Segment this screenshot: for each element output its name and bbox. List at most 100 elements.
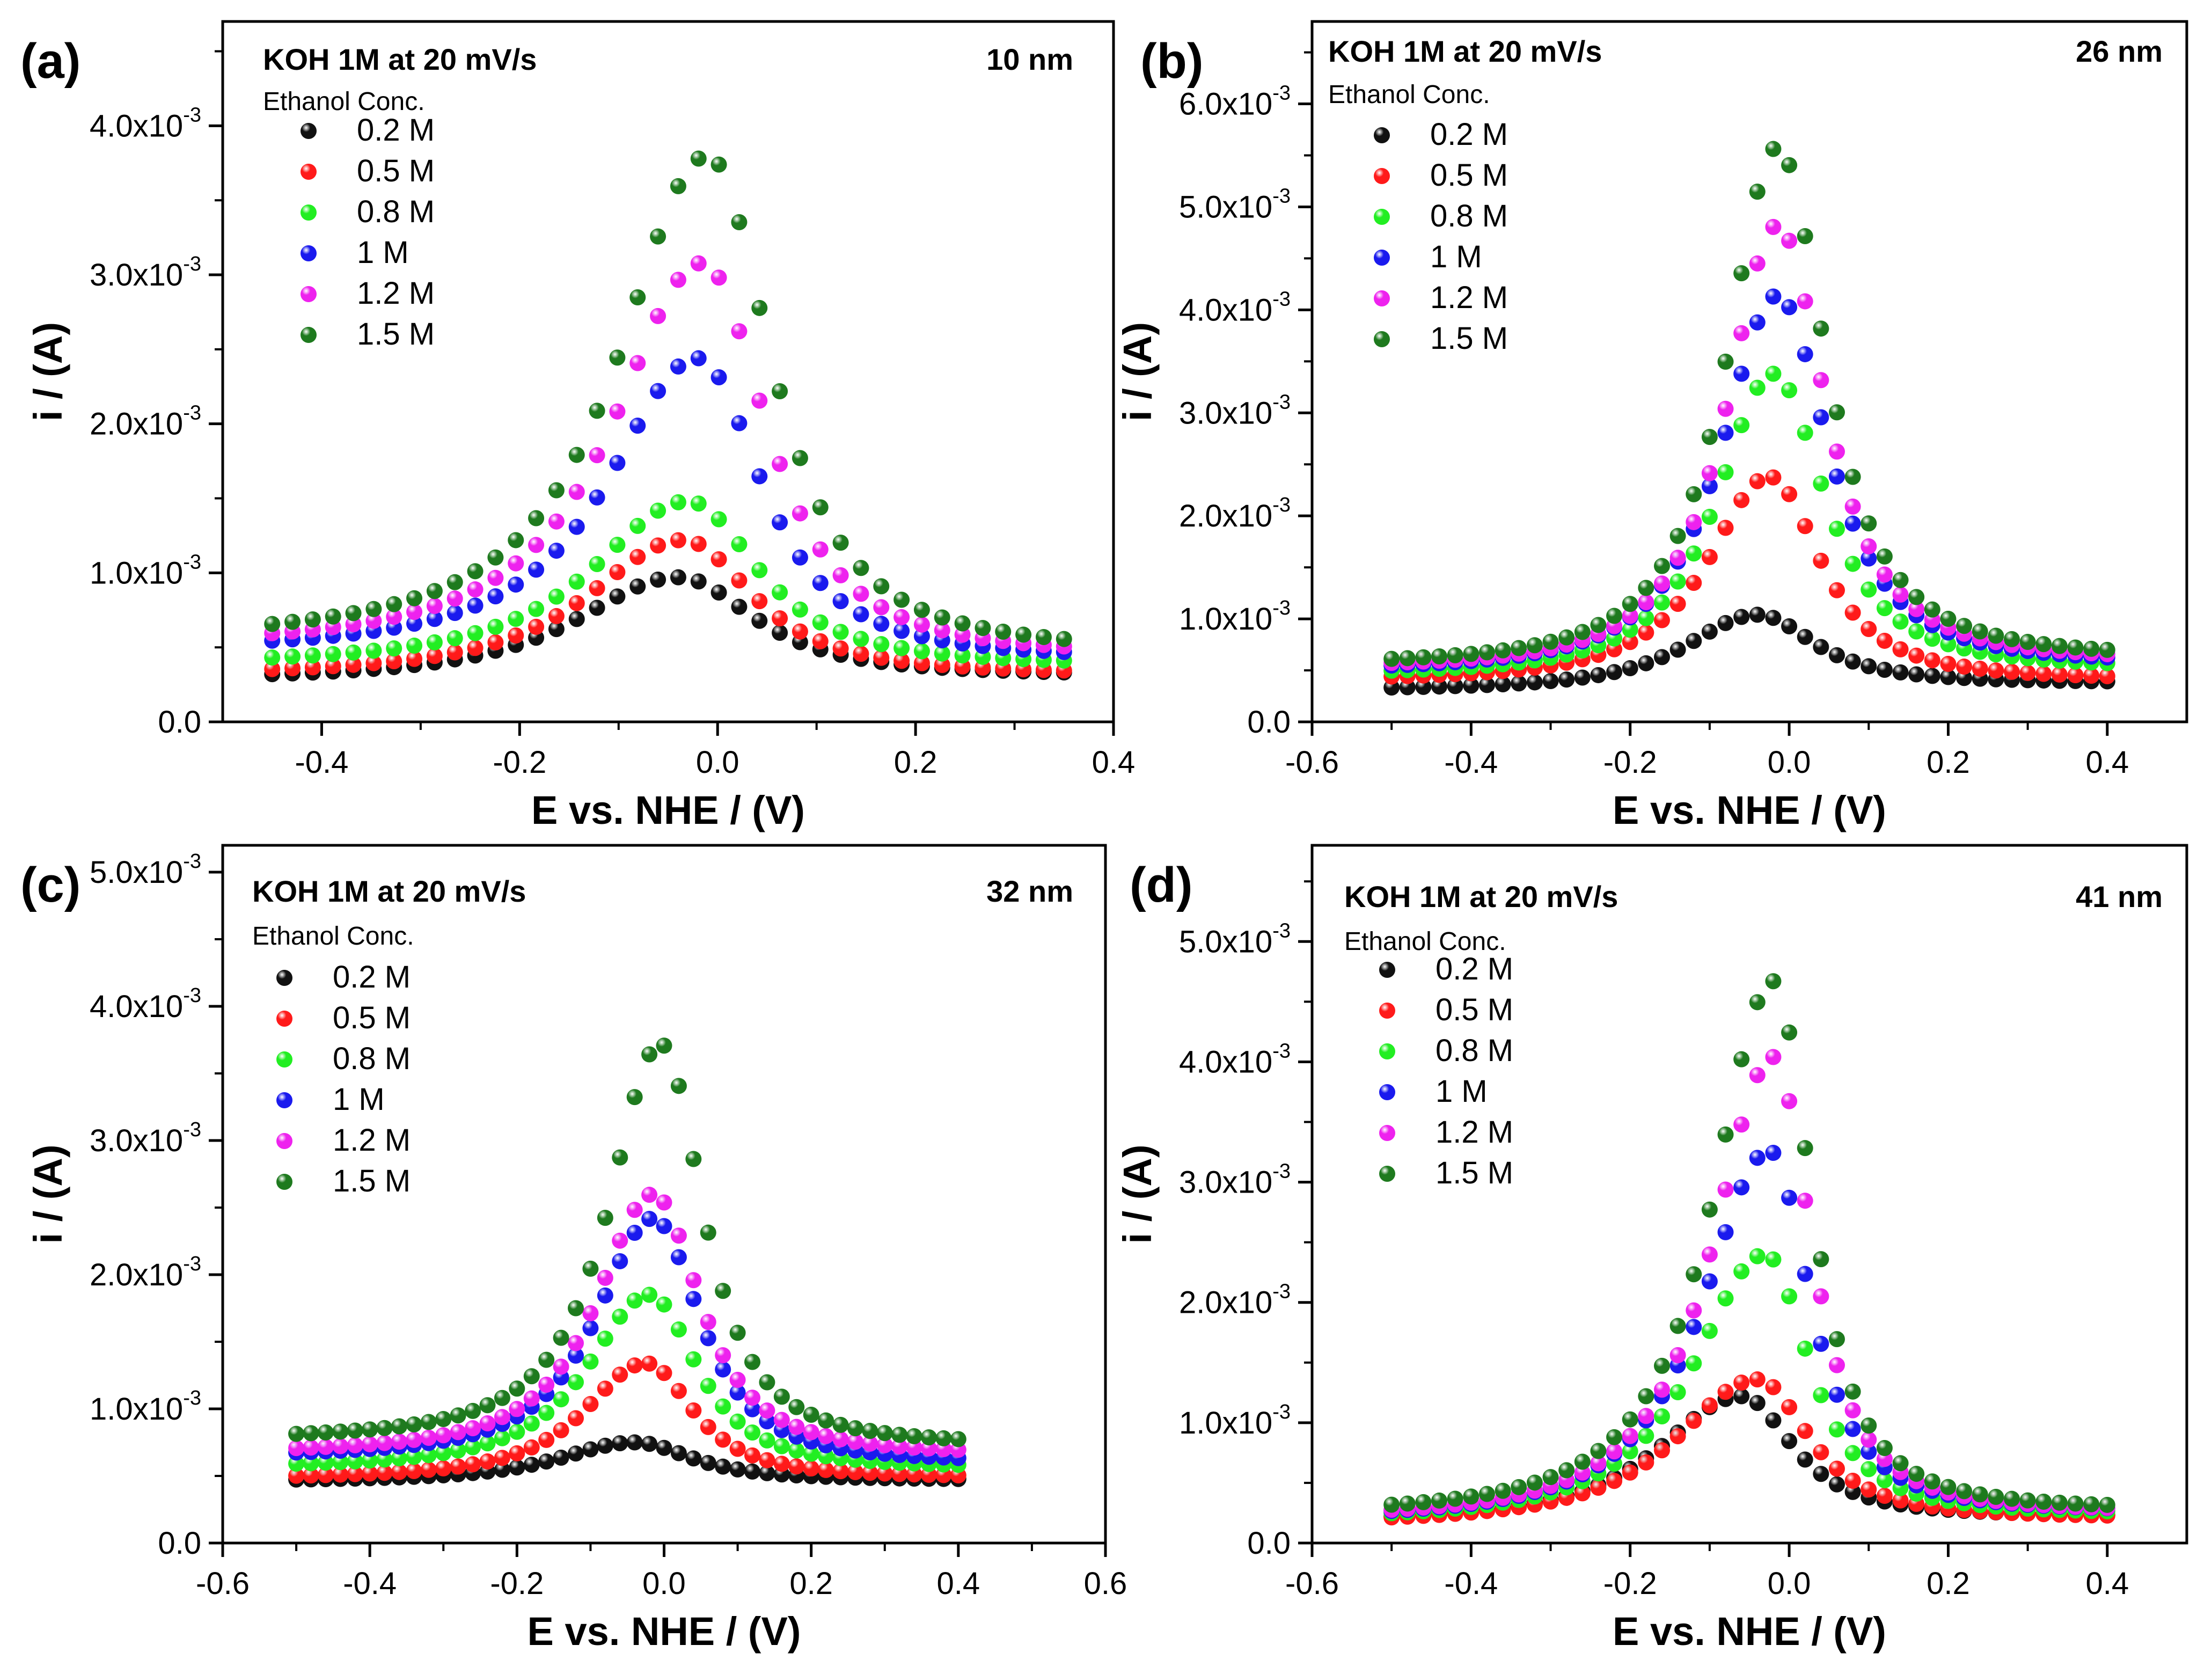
data-point xyxy=(465,1456,481,1473)
data-point xyxy=(1701,465,1718,481)
data-point xyxy=(523,1368,540,1385)
data-point xyxy=(954,658,971,675)
data-point xyxy=(386,596,402,612)
data-point xyxy=(1781,382,1798,399)
legend-marker xyxy=(301,286,317,302)
data-point xyxy=(446,630,463,647)
data-point xyxy=(893,609,910,625)
data-point xyxy=(1622,1443,1638,1460)
data-point xyxy=(1701,1201,1718,1218)
data-point xyxy=(1972,661,1988,677)
data-point xyxy=(1669,573,1686,590)
data-point xyxy=(751,612,768,629)
data-point xyxy=(509,1445,525,1461)
data-point xyxy=(465,1420,481,1437)
data-point xyxy=(1956,1483,1973,1500)
data-point xyxy=(1574,669,1591,686)
data-point xyxy=(812,575,829,591)
data-point xyxy=(685,1291,702,1307)
series-0.8m xyxy=(1383,1248,2115,1522)
data-point xyxy=(332,1438,349,1454)
x-tick-label: 0.0 xyxy=(1768,1566,1811,1601)
data-point xyxy=(589,447,605,464)
y-axis-title: i / (A) xyxy=(26,1145,70,1244)
data-point xyxy=(812,614,829,631)
data-point xyxy=(1813,1335,1829,1352)
series-0.5m xyxy=(1383,469,2115,685)
data-point xyxy=(1463,677,1479,694)
data-point xyxy=(1972,1486,1988,1503)
data-point xyxy=(568,595,585,611)
x-tick-label: -0.2 xyxy=(490,1566,544,1601)
data-point xyxy=(731,572,748,589)
data-point xyxy=(494,1390,510,1406)
data-point xyxy=(772,383,788,400)
data-point xyxy=(1876,566,1893,583)
legend-marker xyxy=(276,1011,292,1027)
data-point xyxy=(2083,668,2100,684)
data-point xyxy=(435,1445,452,1461)
data-point xyxy=(426,611,443,627)
data-point xyxy=(1972,623,1988,640)
data-point xyxy=(435,1411,452,1428)
data-point xyxy=(1861,550,1877,567)
data-point xyxy=(690,350,707,367)
data-point xyxy=(1733,1263,1750,1280)
data-point xyxy=(876,1425,893,1442)
data-point xyxy=(582,1305,599,1321)
data-point xyxy=(731,323,748,340)
data-point xyxy=(1749,184,1766,200)
data-point xyxy=(626,1224,643,1241)
data-point xyxy=(1844,1483,1861,1500)
data-point xyxy=(1829,1476,1845,1493)
data-point xyxy=(1542,633,1559,650)
data-point xyxy=(609,537,626,553)
data-point xyxy=(1829,1331,1845,1348)
data-point xyxy=(731,415,748,432)
data-point xyxy=(690,495,707,512)
data-point xyxy=(772,514,788,531)
data-point xyxy=(1829,647,1845,663)
data-point xyxy=(792,450,808,466)
data-point xyxy=(1638,1408,1654,1424)
data-point xyxy=(597,1287,613,1304)
data-point xyxy=(467,597,484,614)
data-point xyxy=(362,1452,378,1469)
data-point xyxy=(656,1296,672,1313)
data-point xyxy=(1511,1479,1527,1495)
data-point xyxy=(365,655,382,671)
data-point xyxy=(812,499,829,516)
data-point xyxy=(509,1423,525,1440)
data-point xyxy=(1797,628,1813,645)
x-tick-label: -0.6 xyxy=(1285,745,1339,780)
data-point xyxy=(873,636,890,653)
data-point xyxy=(391,1418,407,1435)
data-point xyxy=(641,1355,658,1372)
data-point xyxy=(1749,1248,1766,1264)
data-point xyxy=(1701,429,1718,445)
series-0.8m xyxy=(1383,365,2115,679)
data-point xyxy=(913,628,930,645)
data-point xyxy=(1415,1494,1432,1510)
data-point xyxy=(435,1460,452,1476)
y-tick-label: 0.0 xyxy=(1247,705,1291,740)
data-point xyxy=(656,1439,672,1456)
data-point xyxy=(1844,555,1861,572)
legend-marker xyxy=(301,164,317,180)
data-point xyxy=(568,573,585,590)
data-point xyxy=(1844,1383,1861,1400)
legend: 0.2 M 0.5 M 0.8 M 1 M 1.2 M 1.5 M xyxy=(276,960,411,1198)
data-point xyxy=(508,627,524,644)
data-point xyxy=(641,1211,658,1227)
data-point xyxy=(1511,675,1527,692)
series-1.5m xyxy=(1383,973,2115,1513)
data-point xyxy=(729,1413,746,1430)
data-point xyxy=(1924,668,1940,684)
data-point xyxy=(568,1335,584,1351)
data-point xyxy=(1908,666,1925,683)
data-point xyxy=(1749,473,1766,489)
data-point xyxy=(467,640,484,656)
data-point xyxy=(891,1438,908,1455)
legend-label: 0.8 M xyxy=(333,1041,411,1076)
data-point xyxy=(391,1434,407,1450)
